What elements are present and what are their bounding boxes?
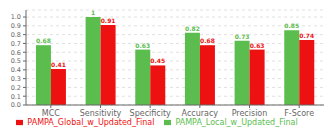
svg-text:0.41: 0.41 — [51, 61, 66, 68]
svg-text:0.68: 0.68 — [36, 37, 51, 44]
svg-text:0.2: 0.2 — [11, 84, 21, 92]
svg-text:MCC: MCC — [42, 109, 60, 118]
svg-text:F-Score: F-Score — [284, 109, 314, 118]
svg-text:0.6: 0.6 — [11, 49, 21, 57]
html-text:PAMPA_Global_w_Updated_Final: PAMPA_Global_w_Updated_Final — [27, 118, 155, 127]
svg-text:1: 1 — [91, 9, 95, 16]
svg-text:0.9: 0.9 — [11, 22, 21, 30]
svg-text:0.85: 0.85 — [284, 22, 299, 29]
svg-text:0.68: 0.68 — [200, 37, 215, 44]
svg-text:0.1: 0.1 — [11, 93, 21, 101]
svg-text:0.3: 0.3 — [11, 75, 21, 83]
svg-text:Specificity: Specificity — [130, 109, 171, 118]
svg-text:0.63: 0.63 — [135, 42, 150, 49]
svg-text:0.45: 0.45 — [150, 57, 165, 64]
svg-text:0.63: 0.63 — [250, 42, 265, 49]
svg-text:0.4: 0.4 — [11, 66, 21, 74]
html-text:PAMPA_Local_w_Updated_Final: PAMPA_Local_w_Updated_Final — [175, 118, 298, 127]
svg-text:0.82: 0.82 — [185, 25, 200, 32]
svg-text:Accuracy: Accuracy — [182, 109, 219, 118]
svg-text:1.0: 1.0 — [11, 13, 21, 21]
svg-text:0.73: 0.73 — [235, 33, 250, 40]
svg-text:0.0: 0.0 — [11, 101, 21, 109]
svg-text:0.5: 0.5 — [11, 57, 21, 65]
svg-text:0.7: 0.7 — [11, 40, 21, 48]
svg-text:0.8: 0.8 — [11, 31, 21, 39]
svg-text:0.91: 0.91 — [101, 17, 116, 24]
svg-text:0.74: 0.74 — [299, 32, 314, 39]
svg-text:Sensitivity: Sensitivity — [80, 109, 122, 118]
svg-text:Precision: Precision — [232, 109, 268, 118]
